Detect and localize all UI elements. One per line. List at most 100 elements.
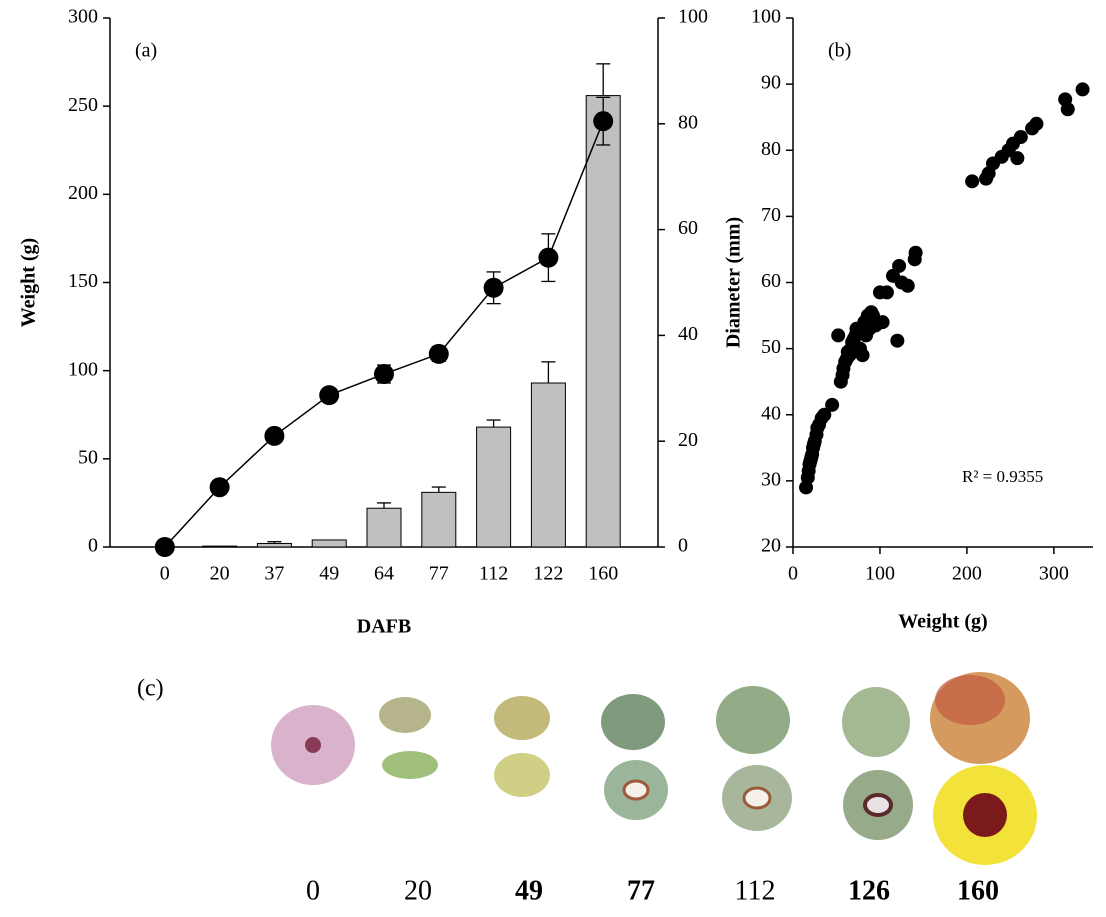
x-tick-label: 160: [588, 563, 618, 585]
y-tick-label: 150: [68, 270, 98, 292]
point: [855, 348, 870, 363]
marker: [154, 537, 175, 557]
bar: [476, 426, 512, 548]
marker: [374, 364, 394, 385]
seed: [742, 786, 772, 810]
marker: [209, 477, 230, 498]
point: [1060, 102, 1075, 117]
error-bar: [377, 502, 391, 509]
bar: [530, 382, 566, 548]
y2-tick-label: 100: [678, 6, 708, 28]
point: [1013, 130, 1028, 145]
bar: [421, 491, 457, 548]
stage-label: 0: [306, 875, 320, 906]
x-axis-label: Weight (g): [898, 611, 987, 633]
y-tick-label: 90: [761, 72, 781, 94]
y2-tick-label: 60: [678, 217, 698, 239]
y-tick-label: 0: [88, 535, 98, 557]
blush: [935, 675, 1005, 725]
x-tick-label: 100: [865, 563, 895, 585]
point: [825, 397, 840, 412]
error-bar: [486, 419, 501, 428]
y-tick-label: 70: [761, 204, 781, 226]
x-tick-label: 64: [374, 563, 394, 585]
x-tick-label: 49: [319, 563, 339, 585]
stage-label: 77: [627, 875, 655, 906]
marker: [264, 425, 285, 446]
fruit: [379, 697, 431, 733]
point: [890, 333, 905, 348]
photos: [271, 672, 1037, 865]
x-tick-label: 112: [479, 563, 508, 585]
x-tick-label: 20: [210, 563, 230, 585]
seed: [863, 793, 893, 817]
point: [1010, 151, 1025, 166]
x-tick-label: 77: [429, 563, 449, 585]
y-axis-label: Weight (g): [18, 238, 40, 327]
stage-label: 20: [404, 875, 432, 906]
y-tick-label: 250: [68, 94, 98, 116]
point: [1029, 116, 1044, 131]
y-tick-label: 100: [751, 6, 781, 28]
stage-label: 160: [957, 875, 999, 906]
y2-tick-label: 40: [678, 323, 698, 345]
fruit: [716, 686, 790, 754]
y-tick-label: 60: [761, 270, 781, 292]
y-tick-label: 300: [68, 6, 98, 28]
error-bar: [541, 361, 556, 384]
point: [1075, 82, 1090, 97]
bar: [366, 507, 402, 548]
point: [879, 285, 894, 300]
error-bar: [596, 63, 611, 96]
bar: [256, 542, 292, 548]
stage-label: 112: [735, 875, 776, 906]
error-bar: [431, 486, 446, 493]
error-bar: [267, 541, 282, 544]
y-tick-label: 20: [761, 535, 781, 557]
marker: [319, 385, 340, 406]
stage-label: 126: [848, 875, 890, 906]
y-tick-label: 100: [68, 358, 98, 380]
bar: [585, 95, 621, 548]
y-tick-label: 30: [761, 468, 781, 490]
y2-tick-label: 80: [678, 111, 698, 133]
y-tick-label: 40: [761, 402, 781, 424]
fruit: [494, 696, 550, 740]
panel-label: (c): [137, 676, 164, 702]
x-axis-label: DAFB: [357, 616, 411, 638]
x-tick-label: 122: [533, 563, 563, 585]
x-tick-label: 37: [264, 563, 284, 585]
marker: [538, 247, 559, 268]
y-tick-label: 200: [68, 182, 98, 204]
y-tick-label: 50: [761, 336, 781, 358]
point: [892, 258, 907, 273]
point: [875, 315, 890, 330]
y-tick-label: 80: [761, 138, 781, 160]
panel-label: (b): [828, 40, 851, 62]
fruit: [842, 687, 910, 757]
bar: [311, 539, 347, 548]
point: [965, 174, 980, 189]
marker: [483, 277, 504, 298]
flower-center: [305, 737, 321, 753]
point: [817, 407, 832, 422]
marker: [428, 343, 449, 364]
y2-tick-label: 20: [678, 429, 698, 451]
fruit-half: [494, 753, 550, 797]
y-tick-label: 50: [78, 446, 98, 468]
x-tick-label: 200: [952, 563, 982, 585]
seed: [622, 779, 650, 801]
fruit: [601, 694, 665, 750]
x-tick-label: 300: [1039, 563, 1069, 585]
seed: [963, 793, 1007, 837]
annotation: R² = 0.9355: [962, 467, 1043, 486]
x-tick-label: 0: [788, 563, 798, 585]
point: [900, 278, 915, 293]
bar: [202, 545, 238, 548]
y2-tick-label: 0: [678, 535, 688, 557]
point: [831, 328, 846, 343]
y-axis-label: Diameter (mm): [723, 217, 745, 348]
panel-label: (a): [135, 40, 157, 62]
marker: [593, 111, 614, 132]
